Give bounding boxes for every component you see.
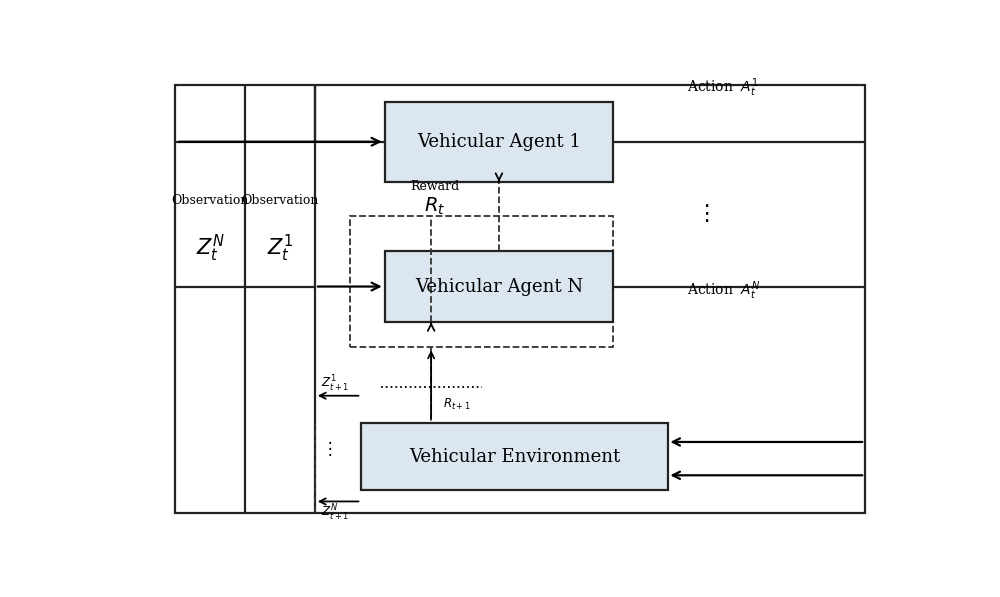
Text: $R_{t+1}$: $R_{t+1}$: [443, 398, 471, 413]
Text: $Z_t^1$: $Z_t^1$: [267, 233, 293, 264]
Bar: [385, 251, 613, 322]
Text: Reward: Reward: [410, 180, 460, 193]
Bar: [361, 423, 668, 490]
Text: Action  $A_t^1$: Action $A_t^1$: [687, 76, 759, 99]
Text: ⋮: ⋮: [695, 204, 717, 224]
Text: ⋮: ⋮: [322, 439, 339, 457]
Bar: [175, 85, 865, 513]
Text: $Z_{t+1}^N$: $Z_{t+1}^N$: [321, 503, 349, 523]
Text: $R_t$: $R_t$: [424, 196, 446, 217]
Text: Observation: Observation: [241, 194, 319, 207]
Text: $Z_{t+1}^1$: $Z_{t+1}^1$: [321, 374, 349, 394]
Text: Vehicular Agent N: Vehicular Agent N: [415, 278, 583, 296]
Text: $Z_t^N$: $Z_t^N$: [196, 233, 225, 264]
Bar: [350, 217, 613, 347]
Text: Action  $A_t^N$: Action $A_t^N$: [687, 280, 760, 303]
Text: Vehicular Environment: Vehicular Environment: [409, 448, 620, 466]
Text: Observation: Observation: [172, 194, 249, 207]
Text: Vehicular Agent 1: Vehicular Agent 1: [417, 133, 581, 151]
Bar: [385, 101, 613, 182]
